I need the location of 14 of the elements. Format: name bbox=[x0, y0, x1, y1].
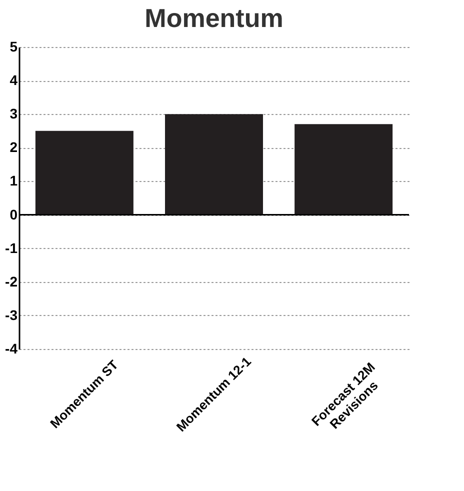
y-tick-label: 5 bbox=[10, 38, 18, 54]
bar bbox=[294, 124, 393, 215]
y-tick-label: -3 bbox=[5, 306, 18, 323]
y-tick-label: 4 bbox=[10, 72, 18, 88]
bar bbox=[165, 114, 263, 215]
bar bbox=[35, 130, 134, 215]
y-tick-label: 2 bbox=[10, 139, 18, 156]
y-tick-label: -2 bbox=[5, 273, 18, 290]
y-tick-label: 1 bbox=[10, 172, 18, 189]
chart-title: Momentum bbox=[144, 3, 284, 33]
y-tick-label: 0 bbox=[10, 206, 18, 222]
y-tick-label: -1 bbox=[5, 240, 18, 256]
y-tick-label: -4 bbox=[5, 340, 18, 356]
y-tick-label: 3 bbox=[10, 106, 18, 122]
